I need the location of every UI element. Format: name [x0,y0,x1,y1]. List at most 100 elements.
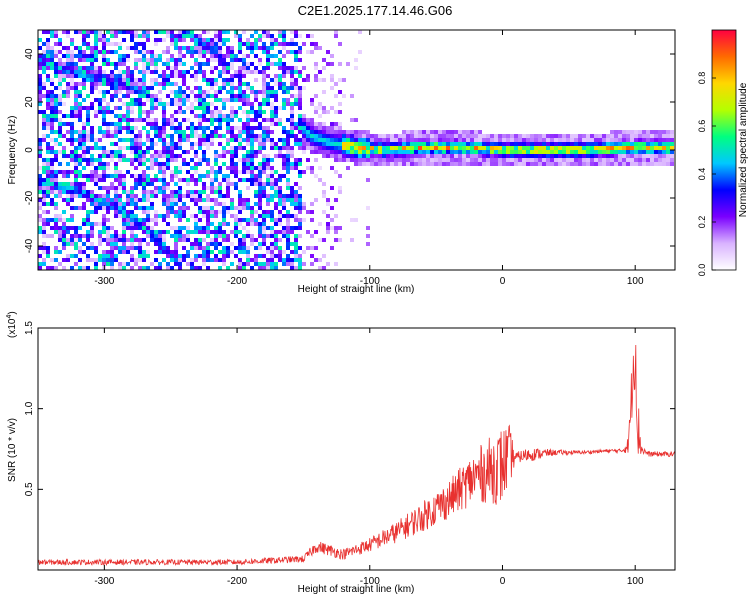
heatmap-cell [610,134,614,138]
heatmap-cell [138,146,142,150]
heatmap-cell [310,130,314,134]
heatmap-cell [610,162,614,166]
heatmap-cell [254,138,258,142]
heatmap-cell [386,150,390,154]
heatmap-cell [314,46,318,50]
heatmap-cell [158,58,162,62]
heatmap-cell [246,206,250,210]
heatmap-cell [354,118,358,122]
heatmap-cell [114,90,118,94]
heatmap-cell [482,142,486,146]
heatmap-cell [254,178,258,182]
heatmap-cell [286,158,290,162]
heatmap-cell [290,66,294,70]
heatmap-cell [282,98,286,102]
heatmap-cell [98,66,102,70]
heatmap-cell [662,130,666,134]
heatmap-cell [230,114,234,118]
heatmap-cell [310,166,314,170]
heatmap-cell [110,262,114,266]
heatmap-cell [122,234,126,238]
heatmap-cell [446,142,450,146]
heatmap-cell [366,154,370,158]
heatmap-cell [86,158,90,162]
heatmap-cell [290,126,294,130]
heatmap-cell [62,78,66,82]
heatmap-cell [202,70,206,74]
heatmap-cell [250,126,254,130]
heatmap-cell [126,114,130,118]
heatmap-cell [130,174,134,178]
heatmap-cell [114,82,118,86]
heatmap-cell [230,150,234,154]
heatmap-cell [270,230,274,234]
heatmap-cell [190,90,194,94]
heatmap-cell [130,46,134,50]
heatmap-cell [350,118,354,122]
heatmap-cell [494,154,498,158]
heatmap-cell [430,162,434,166]
heatmap-cell [510,154,514,158]
heatmap-cell [562,134,566,138]
heatmap-cell [230,78,234,82]
heatmap-cell [250,158,254,162]
heatmap-cell [494,158,498,162]
heatmap-cell [54,170,58,174]
heatmap-cell [178,34,182,38]
heatmap-cell [330,62,334,66]
heatmap-cell [110,242,114,246]
heatmap-cell [398,150,402,154]
heatmap-cell [238,142,242,146]
heatmap-cell [154,94,158,98]
heatmap-cell [238,90,242,94]
heatmap-cell [174,42,178,46]
heatmap-cell [326,222,330,226]
heatmap-cell [202,230,206,234]
heatmap-cell [138,198,142,202]
heatmap-cell [98,202,102,206]
heatmap-cell [554,150,558,154]
heatmap-cell [254,254,258,258]
heatmap-cell [126,218,130,222]
heatmap-cell [250,154,254,158]
heatmap-cell [158,242,162,246]
heatmap-cell [142,162,146,166]
heatmap-cell [54,258,58,262]
heatmap-cell [222,258,226,262]
heatmap-cell [590,146,594,150]
heatmap-cell [418,154,422,158]
heatmap-cell [138,94,142,98]
heatmap-cell [306,122,310,126]
heatmap-cell [166,222,170,226]
heatmap-cell [650,154,654,158]
heatmap-cell [98,110,102,114]
heatmap-cell [118,122,122,126]
heatmap-cell [150,82,154,86]
heatmap-cell [206,198,210,202]
heatmap-cell [498,150,502,154]
heatmap-cell [42,250,46,254]
heatmap-cell [86,178,90,182]
heatmap-cell [178,38,182,42]
heatmap-cell [266,162,270,166]
heatmap-cell [522,142,526,146]
heatmap-cell [134,198,138,202]
heatmap-cell [194,238,198,242]
heatmap-cell [278,42,282,46]
heatmap-cell [426,134,430,138]
heatmap-cell [186,118,190,122]
heatmap-cell [150,146,154,150]
heatmap-cell [174,70,178,74]
heatmap-cell [66,122,70,126]
heatmap-cell [242,246,246,250]
heatmap-cell [58,102,62,106]
heatmap-cell [146,158,150,162]
heatmap-cell [306,230,310,234]
heatmap-cell [270,246,274,250]
heatmap-cell [294,34,298,38]
heatmap-cell [38,174,42,178]
heatmap-cell [126,222,130,226]
heatmap-cell [166,134,170,138]
heatmap-cell [250,170,254,174]
heatmap-cell [142,102,146,106]
